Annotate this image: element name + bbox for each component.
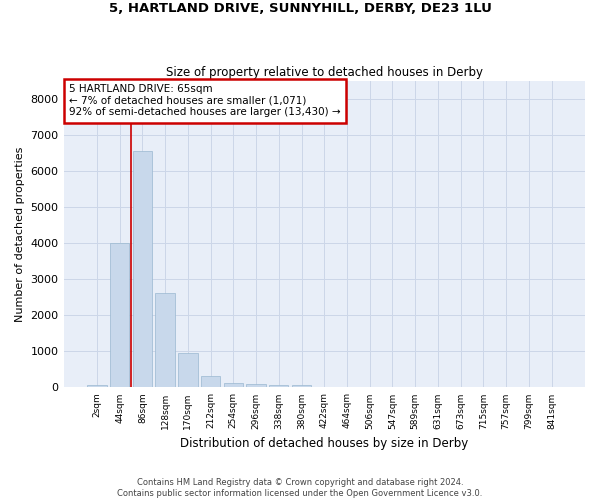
Bar <box>155 293 175 388</box>
Y-axis label: Number of detached properties: Number of detached properties <box>15 146 25 322</box>
Bar <box>87 385 107 388</box>
Title: Size of property relative to detached houses in Derby: Size of property relative to detached ho… <box>166 66 483 78</box>
Text: 5, HARTLAND DRIVE, SUNNYHILL, DERBY, DE23 1LU: 5, HARTLAND DRIVE, SUNNYHILL, DERBY, DE2… <box>109 2 491 16</box>
X-axis label: Distribution of detached houses by size in Derby: Distribution of detached houses by size … <box>180 437 469 450</box>
Bar <box>269 385 289 388</box>
Bar <box>110 244 130 388</box>
Bar <box>201 376 220 388</box>
Bar <box>224 382 243 388</box>
Bar <box>133 152 152 388</box>
Text: 5 HARTLAND DRIVE: 65sqm
← 7% of detached houses are smaller (1,071)
92% of semi-: 5 HARTLAND DRIVE: 65sqm ← 7% of detached… <box>69 84 340 117</box>
Text: Contains HM Land Registry data © Crown copyright and database right 2024.
Contai: Contains HM Land Registry data © Crown c… <box>118 478 482 498</box>
Bar <box>178 353 197 388</box>
Bar <box>292 385 311 388</box>
Bar <box>247 384 266 388</box>
